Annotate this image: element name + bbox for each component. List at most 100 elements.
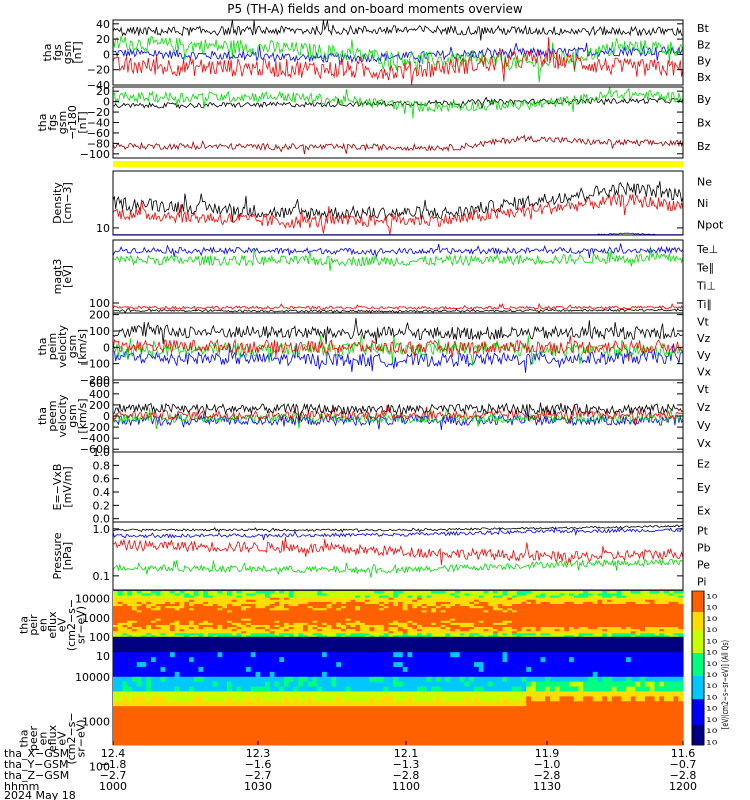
spectrogram-cell bbox=[664, 597, 670, 600]
spectrogram-cell bbox=[654, 593, 660, 596]
spectrogram-cell bbox=[341, 651, 347, 658]
spectrogram-cell bbox=[136, 595, 143, 598]
spectrogram-cell bbox=[246, 740, 252, 746]
spectrogram-cell bbox=[512, 710, 518, 716]
spectrogram-cell bbox=[521, 646, 527, 653]
spectrogram-cell bbox=[136, 720, 143, 726]
spectrogram-cell bbox=[355, 637, 361, 643]
spectrogram-cell bbox=[227, 725, 233, 731]
spectrogram-cell bbox=[151, 605, 157, 609]
spectrogram-cell bbox=[331, 605, 337, 609]
spectrogram-cell bbox=[640, 591, 646, 594]
spectrogram-cell bbox=[483, 635, 489, 638]
spectrogram-cell bbox=[360, 735, 366, 741]
spectrogram-cell bbox=[569, 635, 575, 638]
spectrogram-cell bbox=[269, 656, 276, 663]
spectrogram-cell bbox=[383, 642, 390, 648]
spectrogram-cell bbox=[630, 620, 637, 623]
spectrogram-cell bbox=[203, 710, 209, 716]
spectrogram-cell bbox=[388, 646, 394, 653]
spectrogram-cell bbox=[450, 637, 456, 643]
spectrogram-cell bbox=[626, 626, 632, 630]
spectrogram-cell bbox=[236, 637, 242, 643]
spectrogram-cell bbox=[269, 622, 276, 625]
spectrogram-cell bbox=[241, 651, 247, 658]
spectrogram-cell bbox=[132, 740, 138, 746]
spectrogram-cell bbox=[127, 611, 133, 615]
spectrogram-cell bbox=[545, 666, 551, 672]
spectrogram-cell bbox=[312, 740, 318, 746]
spectrogram-cell bbox=[208, 735, 214, 741]
spectrogram-cell bbox=[597, 611, 603, 615]
spectrogram-cell bbox=[450, 603, 456, 607]
spectrogram-cell bbox=[341, 622, 347, 625]
spectrogram-cell bbox=[445, 642, 451, 648]
spectrogram-cell bbox=[616, 635, 622, 638]
spectrogram-cell bbox=[203, 666, 209, 672]
spectrogram-cell bbox=[531, 710, 537, 716]
spectrogram-cell bbox=[260, 599, 266, 602]
spectrogram-cell bbox=[559, 618, 565, 621]
spectrogram-cell bbox=[293, 611, 299, 615]
spectrogram-cell bbox=[350, 705, 356, 712]
spectrogram-cell bbox=[236, 695, 242, 702]
spectrogram-cell bbox=[531, 720, 537, 726]
spectrogram-cell bbox=[497, 614, 504, 617]
spectrogram-cell bbox=[597, 616, 603, 619]
spectrogram-cell bbox=[630, 597, 637, 600]
spectrogram-cell bbox=[341, 614, 347, 617]
spectrogram-cell bbox=[274, 651, 280, 658]
spectrogram-cell bbox=[279, 691, 285, 697]
spectrogram-cell bbox=[583, 616, 589, 619]
spectrogram-cell bbox=[288, 705, 295, 712]
spectrogram-cell bbox=[578, 595, 584, 598]
spectrogram-cell bbox=[146, 607, 152, 611]
spectrogram-cell bbox=[412, 611, 418, 615]
spectrogram-cell bbox=[550, 671, 556, 677]
spectrogram-cell bbox=[360, 595, 366, 598]
spectrogram-cell bbox=[412, 637, 418, 643]
spectrogram-cell bbox=[398, 635, 404, 638]
spectrogram-cell bbox=[246, 599, 252, 602]
spectrogram-cell bbox=[212, 595, 219, 598]
spectrogram-cell bbox=[417, 695, 423, 702]
spectrogram-cell bbox=[322, 705, 328, 712]
spectrogram-cell bbox=[113, 628, 119, 632]
spectrogram-cell bbox=[616, 614, 622, 617]
spectrogram-cell bbox=[488, 661, 494, 667]
spectrogram-cell bbox=[317, 609, 323, 613]
spectrogram-cell bbox=[445, 603, 451, 607]
spectrogram-cell bbox=[502, 597, 508, 600]
spectrogram-cell bbox=[535, 611, 542, 615]
spectrogram-cell bbox=[531, 624, 537, 628]
spectrogram-cell bbox=[360, 626, 366, 630]
spectrogram-cell bbox=[350, 603, 356, 607]
spectrogram-cell bbox=[231, 614, 238, 617]
spectrogram-cell bbox=[208, 730, 214, 736]
spectrogram-cell bbox=[383, 616, 390, 619]
spectrogram-cell bbox=[379, 646, 385, 653]
spectrogram-cell bbox=[616, 595, 622, 598]
spectrogram-cell bbox=[412, 628, 418, 632]
spectrogram-cell bbox=[364, 661, 371, 667]
spectrogram-cell bbox=[369, 624, 375, 628]
spectrogram-cell bbox=[464, 740, 470, 746]
series-line-blue bbox=[113, 232, 683, 236]
spectrogram-cell bbox=[459, 630, 466, 634]
spectrogram-cell bbox=[535, 597, 542, 600]
spectrogram-cell bbox=[445, 609, 451, 613]
spectrogram-cell bbox=[512, 635, 518, 638]
spectrogram-cell bbox=[212, 656, 219, 663]
spectrogram-cell bbox=[217, 632, 223, 636]
spectrogram-cell bbox=[450, 622, 456, 625]
spectrogram-cell bbox=[597, 605, 603, 609]
spectrogram-cell bbox=[146, 646, 152, 653]
spectrogram-cell bbox=[388, 591, 394, 594]
spectrogram-cell bbox=[170, 618, 176, 621]
spectrogram-cell bbox=[303, 591, 309, 594]
spectrogram-cell bbox=[540, 676, 546, 682]
spectrogram-cell bbox=[512, 601, 518, 604]
spectrogram-cell bbox=[127, 646, 133, 653]
spectrogram-cell bbox=[113, 720, 119, 726]
spectrogram-cell bbox=[165, 715, 171, 721]
